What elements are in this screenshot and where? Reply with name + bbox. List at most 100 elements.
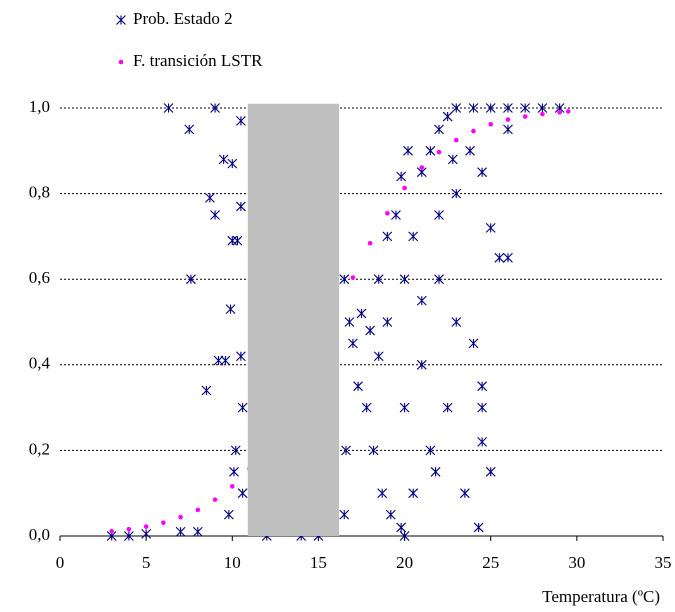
- point: [178, 514, 183, 520]
- y-tick-label: 0,6: [29, 268, 50, 287]
- point: [477, 381, 487, 392]
- point: [141, 528, 152, 539]
- point: [368, 445, 379, 456]
- point: [382, 231, 393, 242]
- point: [230, 445, 241, 456]
- point: [229, 466, 239, 477]
- point: [403, 145, 413, 156]
- point: [465, 145, 475, 156]
- point: [477, 436, 487, 447]
- y-tick-label: 0,0: [29, 525, 50, 544]
- point: [473, 522, 484, 533]
- point: [565, 109, 571, 114]
- x-tick-label: 35: [655, 553, 672, 572]
- point: [503, 124, 513, 135]
- y-tick-label: 0,8: [29, 183, 50, 202]
- x-tick-label: 0: [56, 553, 65, 572]
- point: [391, 210, 401, 220]
- point: [373, 351, 384, 362]
- point: [201, 385, 212, 396]
- point: [488, 121, 494, 127]
- point: [175, 526, 186, 537]
- point: [223, 509, 234, 520]
- point: [367, 240, 373, 246]
- point: [109, 528, 114, 534]
- point: [436, 149, 442, 155]
- point: [192, 526, 203, 537]
- point: [485, 222, 496, 233]
- point: [161, 520, 166, 526]
- point: [540, 111, 545, 117]
- point: [447, 154, 458, 165]
- point: [227, 235, 238, 246]
- y-tick-label: 0,2: [29, 439, 50, 458]
- point: [453, 137, 459, 143]
- legend-marker: [118, 59, 124, 65]
- x-tick-label: 20: [396, 553, 413, 572]
- point: [485, 103, 496, 113]
- legend-label: F. transición LSTR: [133, 51, 263, 70]
- point: [236, 115, 246, 126]
- point: [425, 145, 436, 156]
- point: [227, 158, 238, 169]
- point: [361, 402, 372, 413]
- point: [210, 210, 220, 220]
- point: [451, 103, 462, 113]
- point: [218, 154, 229, 165]
- point: [124, 531, 134, 541]
- point: [213, 355, 224, 366]
- point: [425, 445, 436, 456]
- point: [347, 338, 358, 349]
- point: [408, 488, 419, 499]
- legend-marker: [116, 15, 126, 25]
- point: [344, 317, 355, 327]
- point: [442, 402, 453, 413]
- point: [522, 114, 528, 119]
- point: [399, 531, 410, 541]
- point: [210, 103, 220, 113]
- point: [442, 111, 453, 122]
- point: [471, 128, 476, 134]
- legend: Prob. Estado 2 F. transición LSTR: [133, 9, 263, 70]
- point: [537, 103, 548, 113]
- point: [503, 103, 513, 113]
- point: [186, 274, 196, 285]
- x-tick-label: 25: [482, 553, 499, 572]
- point: [468, 338, 479, 349]
- point: [557, 109, 562, 115]
- point: [396, 171, 407, 182]
- point: [373, 274, 384, 285]
- point: [399, 274, 410, 285]
- point: [485, 466, 496, 477]
- point: [494, 252, 505, 263]
- point: [365, 325, 376, 336]
- point: [212, 497, 218, 502]
- point: [143, 524, 149, 529]
- point: [416, 295, 427, 306]
- x-axis-label: Temperatura (ºC): [542, 587, 660, 606]
- x-tick-label: 10: [224, 553, 241, 572]
- point: [236, 201, 246, 212]
- point: [416, 359, 427, 370]
- point: [408, 231, 419, 242]
- point: [459, 488, 470, 499]
- point: [232, 235, 243, 246]
- point: [350, 275, 356, 280]
- x-tick-label: 30: [568, 553, 585, 572]
- point: [339, 274, 350, 285]
- shaded-band: [247, 103, 340, 536]
- point: [339, 509, 350, 520]
- point: [195, 507, 201, 513]
- point: [434, 210, 444, 220]
- point: [220, 355, 231, 366]
- legend-label: Prob. Estado 2: [133, 9, 233, 28]
- point: [237, 402, 248, 413]
- point: [341, 445, 351, 456]
- point: [382, 317, 393, 327]
- point: [399, 402, 410, 413]
- point: [377, 488, 388, 499]
- point: [396, 522, 407, 533]
- point: [434, 124, 444, 135]
- point: [477, 167, 487, 178]
